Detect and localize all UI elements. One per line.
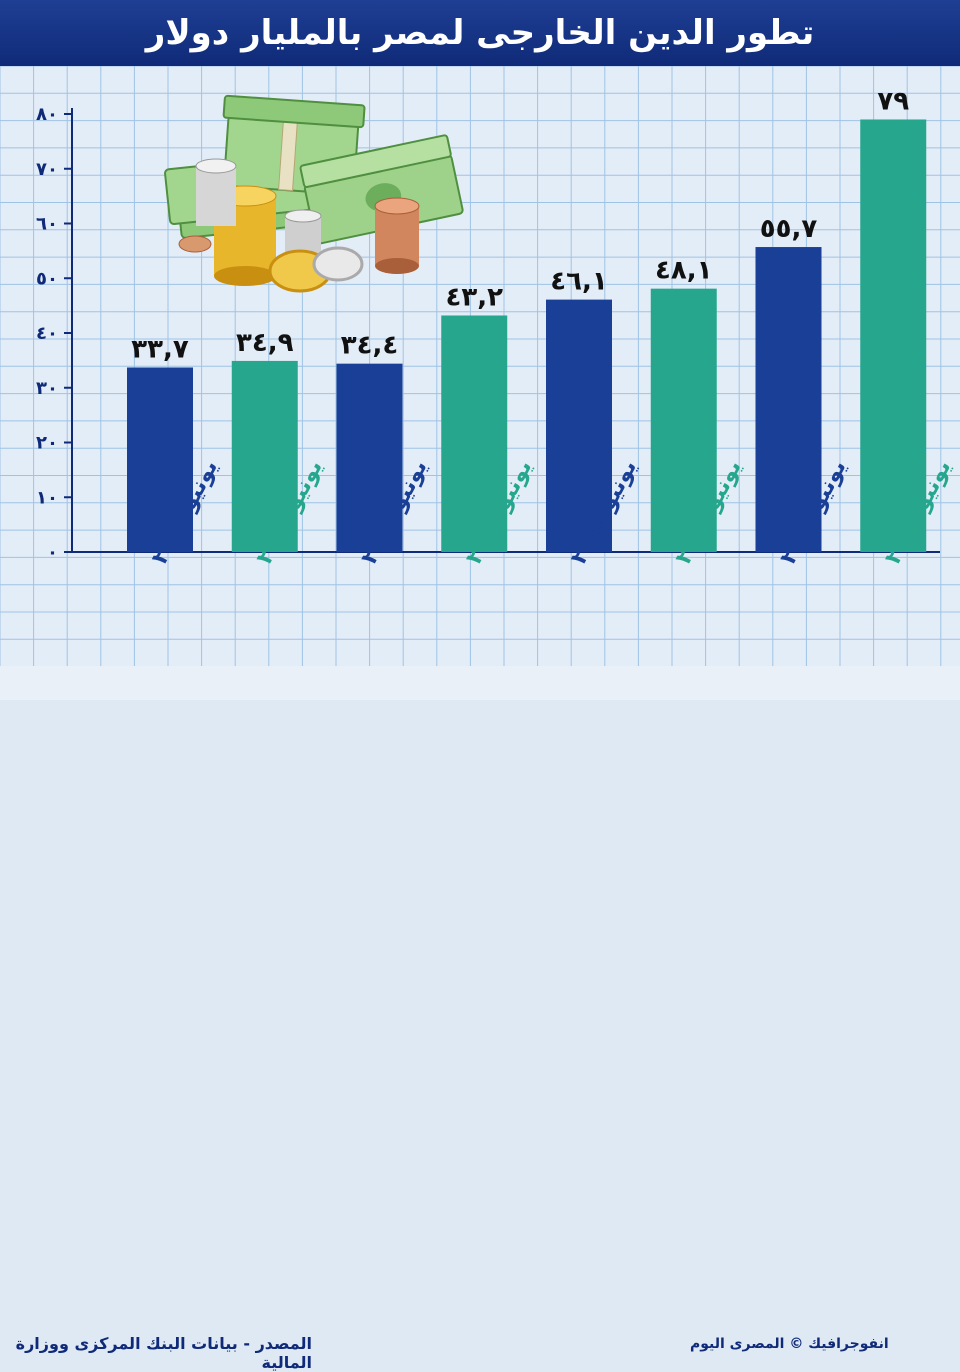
data-label: ٧٩ (877, 86, 909, 116)
footer: المصدر - بيانات البنك المركزى ووزارة الم… (0, 666, 960, 1372)
data-label: ٤٦,١ (550, 267, 607, 297)
y-tick-label: ١٠ (36, 487, 58, 508)
y-tick-label: ٠ (47, 542, 58, 563)
title-bar: تطور الدين الخارجى لمصر بالمليار دولار (0, 0, 960, 66)
chart-title: تطور الدين الخارجى لمصر بالمليار دولار (145, 13, 815, 53)
y-tick-label: ٤٠ (36, 323, 58, 344)
coins-icon (178, 158, 420, 293)
y-tick-label: ٥٠ (36, 268, 58, 289)
data-label: ٣٤,٤ (341, 331, 398, 361)
y-tick-label: ٧٠ (36, 159, 58, 180)
y-tick-label: ٣٠ (36, 378, 58, 399)
y-tick-label: ٦٠ (36, 214, 58, 235)
bar (441, 315, 508, 552)
y-tick-label: ٢٠ (36, 433, 58, 454)
data-labels: ٣٣,٧ ٣٤,٩ ٣٤,٤ ٤٣,٢ ٤٦,١ ٤٨,١ ٥٥,٧ ٧٩ (131, 86, 909, 364)
data-label: ٤٨,١ (655, 256, 712, 286)
bar (127, 367, 193, 552)
bar (755, 247, 822, 553)
data-label: ٣٣,٧ (131, 334, 189, 364)
bar (231, 360, 298, 552)
bar-chart: ٠ ١٠ ٢٠ ٣٠ ٤٠ ٥٠ ٦٠ ٧٠ ٨٠ ٣٣,٧ ٣٤,٩ ٣٤,٤ ٤٣,٢ ٤٦,١ ٤٨… (0, 66, 960, 666)
data-label: ٥٥,٧ (760, 214, 818, 244)
bar (860, 119, 927, 552)
bars (127, 119, 927, 553)
data-label: ٤٣,٢ (446, 282, 504, 312)
credit-text: انفوجرافيك © المصرى اليوم (690, 1336, 889, 1352)
money-illustration (164, 94, 464, 293)
y-tick-label: ٨٠ (36, 104, 58, 125)
bar (336, 363, 403, 552)
bar (546, 299, 612, 552)
source-text: المصدر - بيانات البنك المركزى ووزارة الم… (15, 1334, 312, 1372)
data-label: ٣٤,٩ (236, 328, 294, 358)
bar (650, 288, 717, 552)
